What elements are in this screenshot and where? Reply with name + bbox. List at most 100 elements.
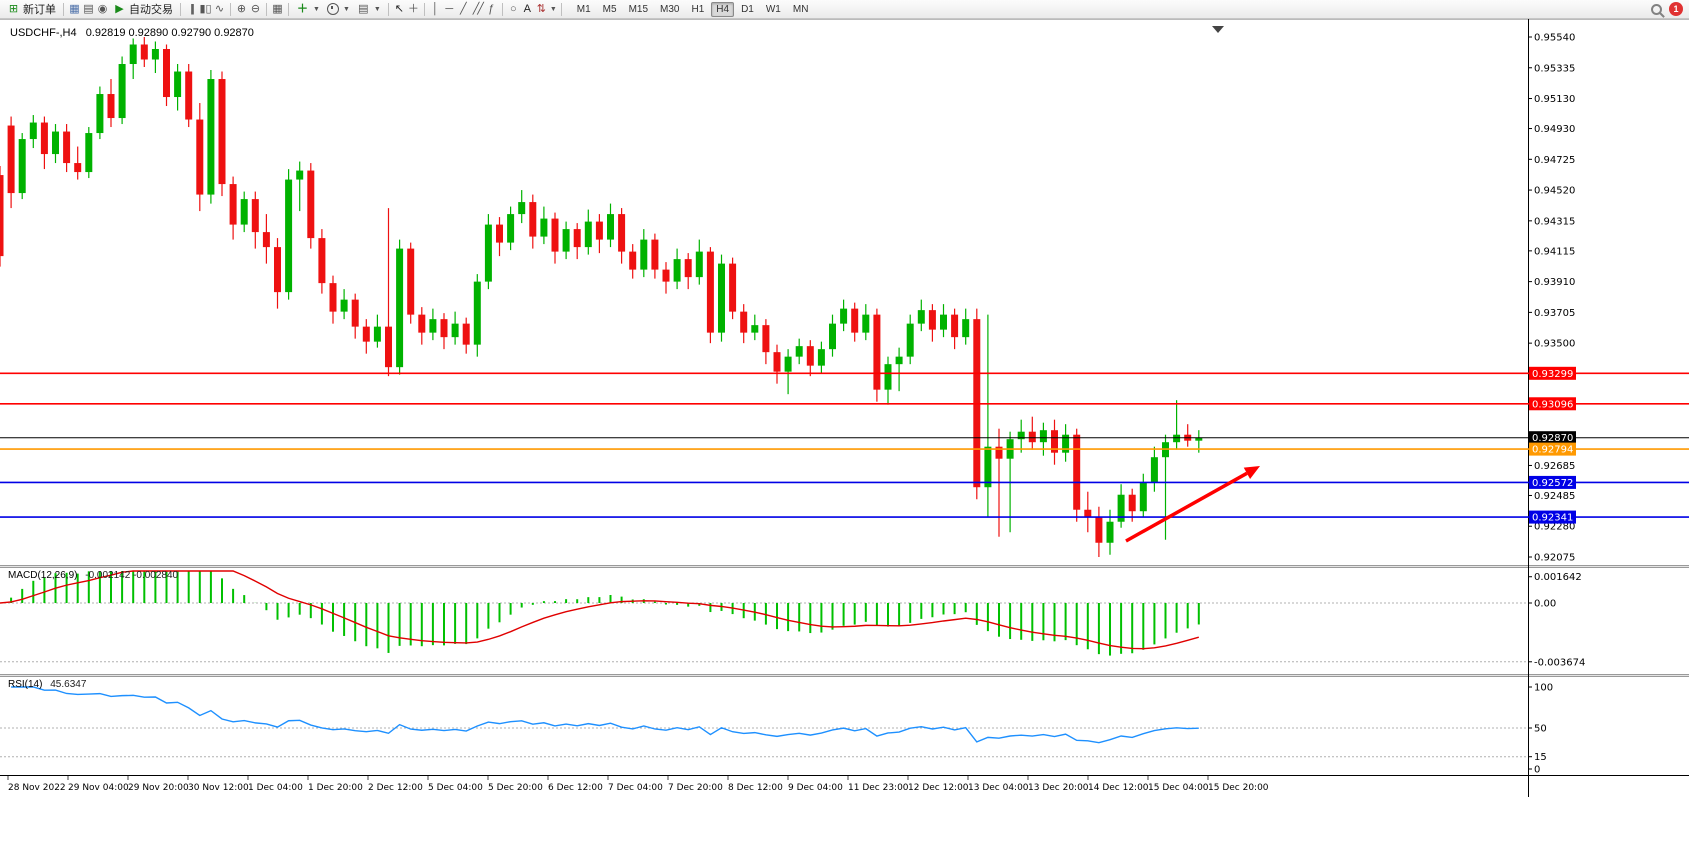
candle-up xyxy=(1017,431,1025,440)
timeframe-h1[interactable]: H1 xyxy=(691,3,705,15)
candle-up xyxy=(240,199,248,225)
candle-up xyxy=(829,323,836,350)
autotrade-button[interactable]: ▶ 自动交易 xyxy=(110,1,176,18)
candle-down xyxy=(651,239,659,270)
timeframe-h4[interactable]: H4 xyxy=(711,1,735,17)
candle-down xyxy=(40,122,48,155)
autotrade-label: 自动交易 xyxy=(129,4,173,16)
macd-scale-label: 0.001642 xyxy=(1534,572,1582,583)
timeframe-m1[interactable]: M1 xyxy=(576,3,591,15)
candle-up xyxy=(795,346,803,357)
periods-button[interactable]: ▼ xyxy=(324,1,353,18)
tile-windows-icon[interactable]: ▦ xyxy=(272,2,283,15)
macd-scale-label: -0.003674 xyxy=(1534,657,1585,668)
candle-down xyxy=(762,325,770,353)
toolbar-separator xyxy=(501,2,503,16)
candle-down xyxy=(0,175,4,257)
timeframe-m30[interactable]: M30 xyxy=(660,3,680,15)
time-axis-label: 5 Dec 04:00 xyxy=(428,783,483,793)
price-badge xyxy=(1529,397,1576,411)
arrows-tool-icon[interactable]: ⇅ xyxy=(536,2,546,15)
rsi-indicator-label: RSI(14) 45.6347 xyxy=(8,679,86,690)
timeframe-mn[interactable]: MN xyxy=(792,3,809,15)
price-badge-label: 0.92870 xyxy=(1532,433,1573,444)
profiles-icon[interactable]: ▤ xyxy=(83,2,94,15)
candle-up xyxy=(751,325,759,333)
price-tick-label: 0.94115 xyxy=(1534,246,1575,257)
candle-down xyxy=(418,314,426,333)
zoom-in-icon[interactable]: ⊕ xyxy=(236,2,247,15)
candle-down xyxy=(351,299,359,327)
price-tick-label: 0.95540 xyxy=(1534,33,1575,44)
shapes-tool-icon[interactable]: ○ xyxy=(509,2,517,15)
candle-down xyxy=(729,263,737,312)
candle-down xyxy=(1084,509,1092,518)
candle-down xyxy=(851,308,859,333)
zoom-out-icon[interactable]: ⊖ xyxy=(250,2,261,15)
candle-down xyxy=(873,314,881,390)
price-tick-label: 0.92485 xyxy=(1534,491,1575,502)
cursor-icon[interactable]: ↖ xyxy=(394,2,404,15)
time-axis-label: 13 Dec 20:00 xyxy=(1028,783,1089,793)
candle-down xyxy=(163,49,170,98)
candle-up xyxy=(1039,430,1047,443)
macd-values: -0.002142 -0.002840 xyxy=(85,570,179,581)
price-badge-label: 0.92341 xyxy=(1532,513,1573,524)
timeframe-m15[interactable]: M15 xyxy=(628,3,649,15)
rsi-line xyxy=(11,686,1199,744)
candle-down xyxy=(1051,430,1058,453)
timeframe-d1[interactable]: D1 xyxy=(741,3,754,15)
horizontal-line-tool-icon[interactable]: ─ xyxy=(445,2,454,15)
crosshair-icon[interactable]: ＋ xyxy=(407,2,419,15)
candle-down xyxy=(529,202,537,237)
pane-splitter[interactable] xyxy=(0,565,1689,568)
candle-up xyxy=(207,79,215,195)
channel-tool-icon[interactable]: ╱╱ xyxy=(472,2,484,15)
search-icon[interactable] xyxy=(1651,3,1662,15)
price-tick-label: 0.94725 xyxy=(1534,155,1575,166)
line-chart-icon[interactable]: ∿ xyxy=(214,2,225,15)
price-badge-label: 0.93299 xyxy=(1532,369,1573,380)
text-tool-icon[interactable]: A xyxy=(523,2,531,15)
pane-splitter[interactable] xyxy=(0,674,1689,677)
trendline-tool-icon[interactable]: ╱ xyxy=(460,2,467,15)
news-icon[interactable]: ◉ xyxy=(97,2,108,15)
candle-down xyxy=(196,119,204,195)
toolbar-separator xyxy=(230,2,231,16)
candle-up xyxy=(784,356,792,372)
trend-arrow-line[interactable] xyxy=(1125,471,1248,543)
candle-up xyxy=(285,179,293,293)
trend-arrow-head[interactable] xyxy=(1243,466,1260,479)
bar-chart-icon[interactable]: ||| xyxy=(190,2,195,15)
indicators-button[interactable]: ＋ ▼ xyxy=(293,1,323,18)
new-chart-icon[interactable]: ▦ xyxy=(69,2,80,15)
time-axis-label: 29 Nov 20:00 xyxy=(128,783,189,793)
timeframe-m5[interactable]: M5 xyxy=(602,3,617,15)
candle-down xyxy=(496,224,503,243)
notification-badge[interactable]: 1 xyxy=(1669,2,1683,16)
macd-signal-line xyxy=(0,570,1199,650)
chart-title: USDCHF-,H4 0.92819 0.92890 0.92790 0.928… xyxy=(10,27,254,39)
toolbar-separator xyxy=(423,2,425,16)
candle-up xyxy=(52,131,59,155)
candle-up xyxy=(451,323,459,338)
time-axis-label: 6 Dec 12:00 xyxy=(548,783,603,793)
candle-down xyxy=(595,221,603,240)
candle-up xyxy=(540,218,548,237)
vertical-line-tool-icon[interactable]: │ xyxy=(431,2,439,15)
candle-down xyxy=(185,71,193,120)
price-tick-label: 0.92685 xyxy=(1534,461,1575,472)
candle-up xyxy=(129,44,137,65)
new-order-button[interactable]: ⊞ 新订单 xyxy=(4,1,59,18)
toolbar-separator xyxy=(266,2,267,16)
fibonacci-tool-icon[interactable]: ƒ xyxy=(488,2,495,15)
price-tick-label: 0.93500 xyxy=(1534,339,1575,350)
candle-down xyxy=(740,311,748,333)
templates-button[interactable]: ▤ ▼ xyxy=(354,1,384,18)
candlestick-chart-icon[interactable]: ▮▯ xyxy=(199,2,212,15)
time-axis-label: 29 Nov 04:00 xyxy=(68,783,129,793)
candle-up xyxy=(906,323,914,357)
price-badge-label: 0.93096 xyxy=(1532,399,1573,410)
chart-shift-marker[interactable] xyxy=(1212,26,1224,33)
timeframe-w1[interactable]: W1 xyxy=(765,3,781,15)
